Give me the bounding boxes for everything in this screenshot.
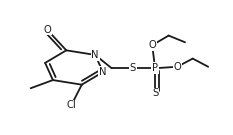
Text: O: O — [173, 62, 181, 72]
Text: N: N — [91, 50, 99, 60]
Text: O: O — [43, 25, 51, 35]
Text: S: S — [130, 63, 136, 73]
Text: O: O — [148, 40, 156, 50]
Text: Cl: Cl — [66, 100, 76, 110]
Text: P: P — [152, 63, 158, 73]
Text: N: N — [99, 67, 107, 77]
Text: S: S — [152, 88, 158, 98]
